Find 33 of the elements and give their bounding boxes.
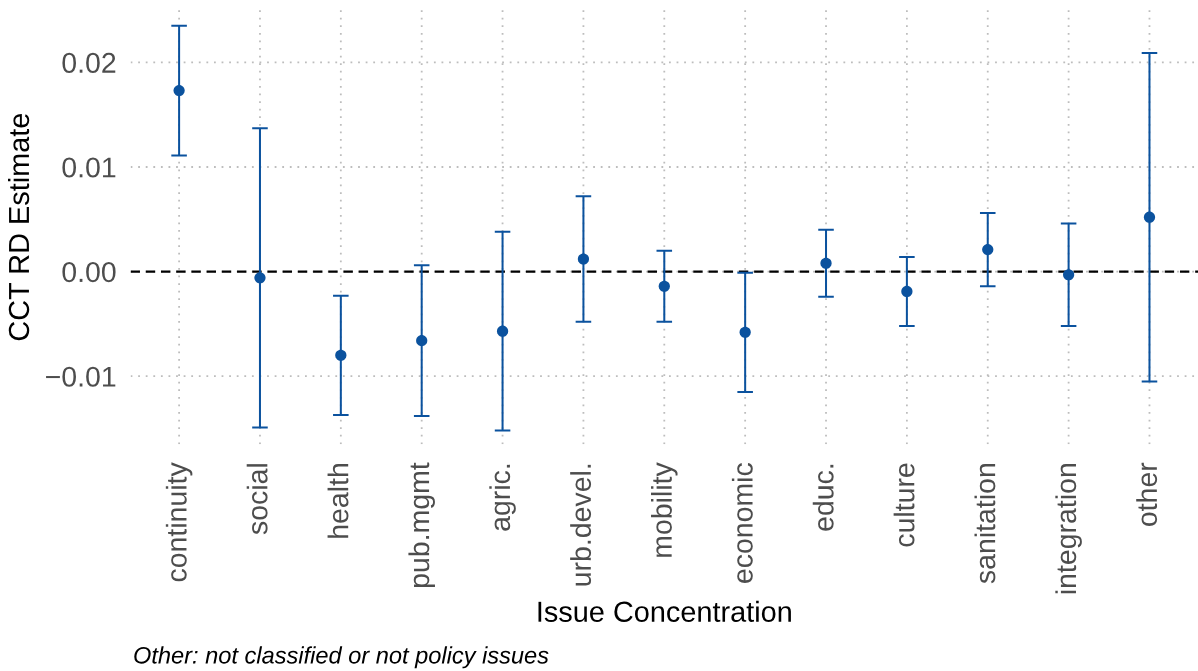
x-tick-label: continuity [165, 462, 193, 582]
y-axis-title: CCT RD Estimate [8, 113, 30, 341]
x-tick-label: pub.mgmt [408, 462, 435, 588]
x-tick-label: agric. [489, 464, 516, 531]
y-tick-label: 0.01 [62, 157, 116, 178]
x-tick-label: economic [731, 463, 753, 583]
point [1063, 269, 1075, 281]
x-tick-label: other [1136, 462, 1158, 526]
y-tick-label: −0.01 [46, 366, 116, 387]
point [739, 326, 751, 338]
point [820, 257, 832, 269]
x-tick-label: educ. [812, 464, 834, 531]
point [658, 280, 670, 292]
text: Other: not classified or not policy issues [134, 646, 549, 669]
x-tick-label: sanitation [974, 464, 996, 584]
point [577, 253, 590, 265]
x-tick-label: social [246, 464, 268, 535]
x-tick-label: urb.devel. [570, 464, 592, 586]
point [1143, 211, 1156, 223]
x-tick-label: mobility [651, 462, 678, 557]
y-tick-label: 0.00 [62, 262, 116, 283]
x-tick-label: health [327, 464, 349, 538]
point [901, 285, 913, 298]
point [254, 272, 266, 284]
x-axis-title: Issue Concentration [538, 600, 791, 622]
point [335, 349, 347, 361]
point [496, 325, 509, 337]
y-tick-label: 0.02 [62, 52, 116, 73]
point [982, 244, 994, 256]
x-tick-label: culture [893, 463, 915, 547]
point [416, 335, 428, 347]
x-tick-label: integration [1055, 464, 1082, 594]
point [173, 85, 185, 97]
